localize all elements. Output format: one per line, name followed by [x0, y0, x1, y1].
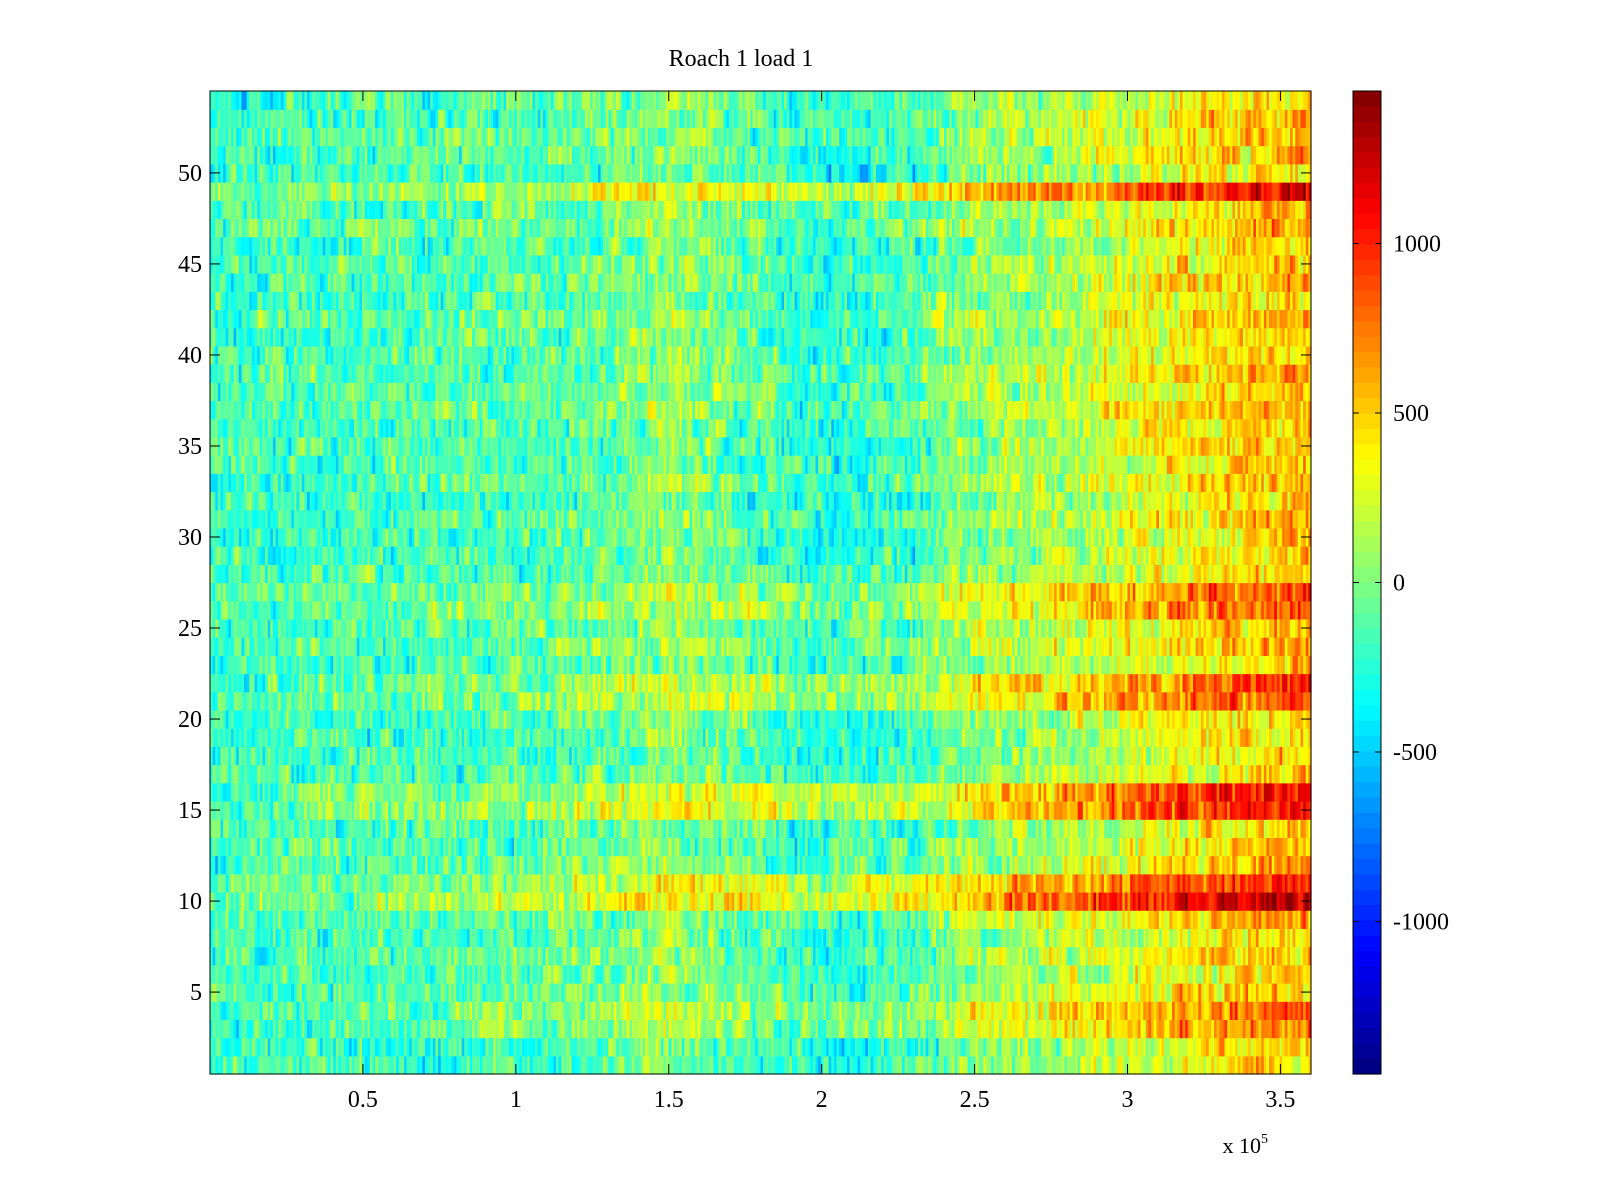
- heatmap-cells: [210, 91, 1312, 1075]
- chart-title: Roach 1 load 1: [669, 46, 814, 72]
